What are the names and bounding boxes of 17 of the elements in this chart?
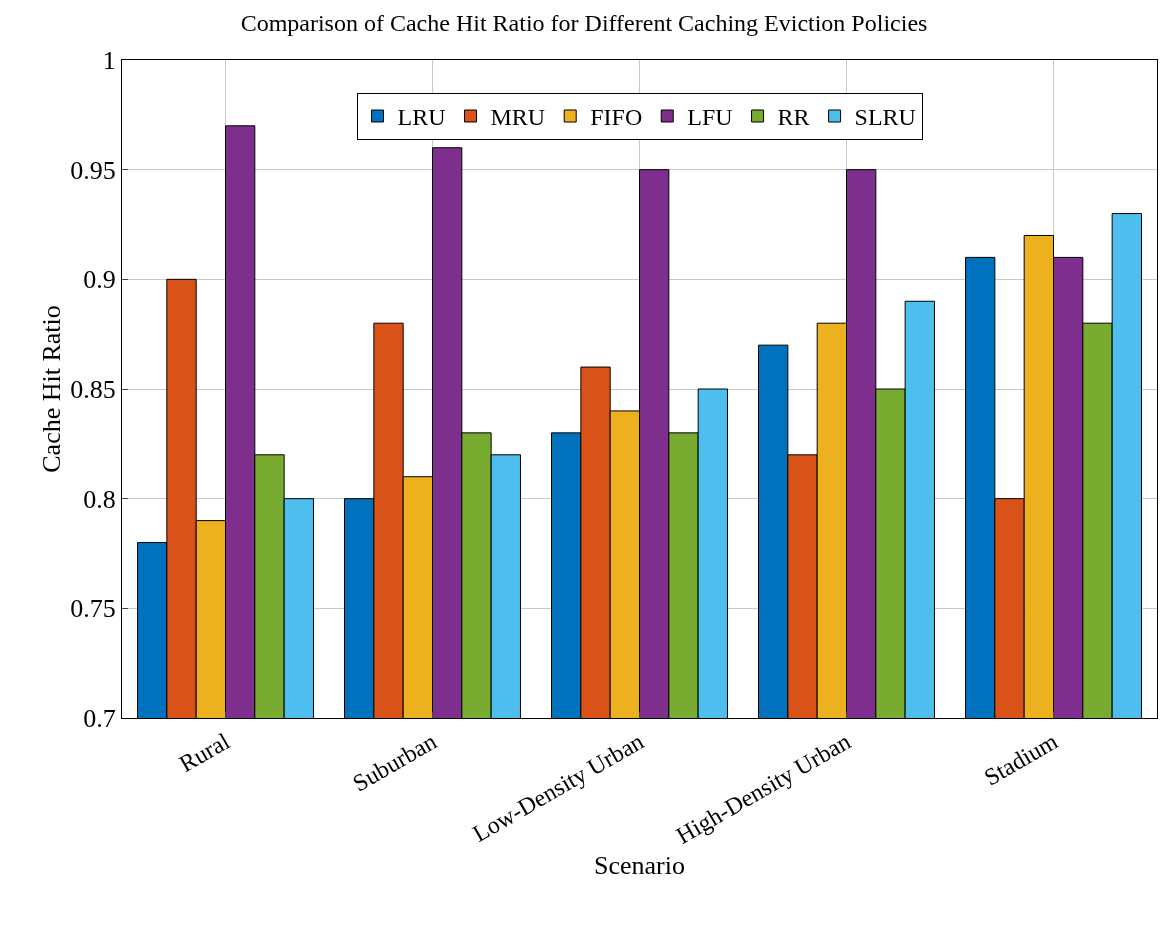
chart-title: Comparison of Cache Hit Ratio for Different Caching Eviction Policies bbox=[240, 9, 928, 36]
y-axis-title: Cache Hit Ratio bbox=[37, 305, 66, 473]
legend-label: SLRU bbox=[854, 104, 916, 131]
y-tick-label: 0.95 bbox=[70, 155, 116, 185]
y-tick-label: 0.75 bbox=[70, 594, 116, 624]
y-tick-label: 0.9 bbox=[83, 265, 116, 295]
legend-label: RR bbox=[777, 104, 810, 131]
y-tick-label: 1 bbox=[102, 46, 116, 76]
y-tick-label: 0.8 bbox=[83, 484, 116, 514]
legend-label: LFU bbox=[687, 104, 733, 131]
x-tick-label: Rural bbox=[174, 727, 235, 778]
y-tick-label: 0.85 bbox=[70, 375, 116, 405]
legend-label: FIFO bbox=[590, 104, 643, 131]
legend-label: MRU bbox=[490, 104, 546, 131]
legend-label: LRU bbox=[397, 104, 446, 131]
x-axis-title: Scenario bbox=[594, 850, 685, 880]
y-tick-label: 0.7 bbox=[83, 704, 116, 734]
